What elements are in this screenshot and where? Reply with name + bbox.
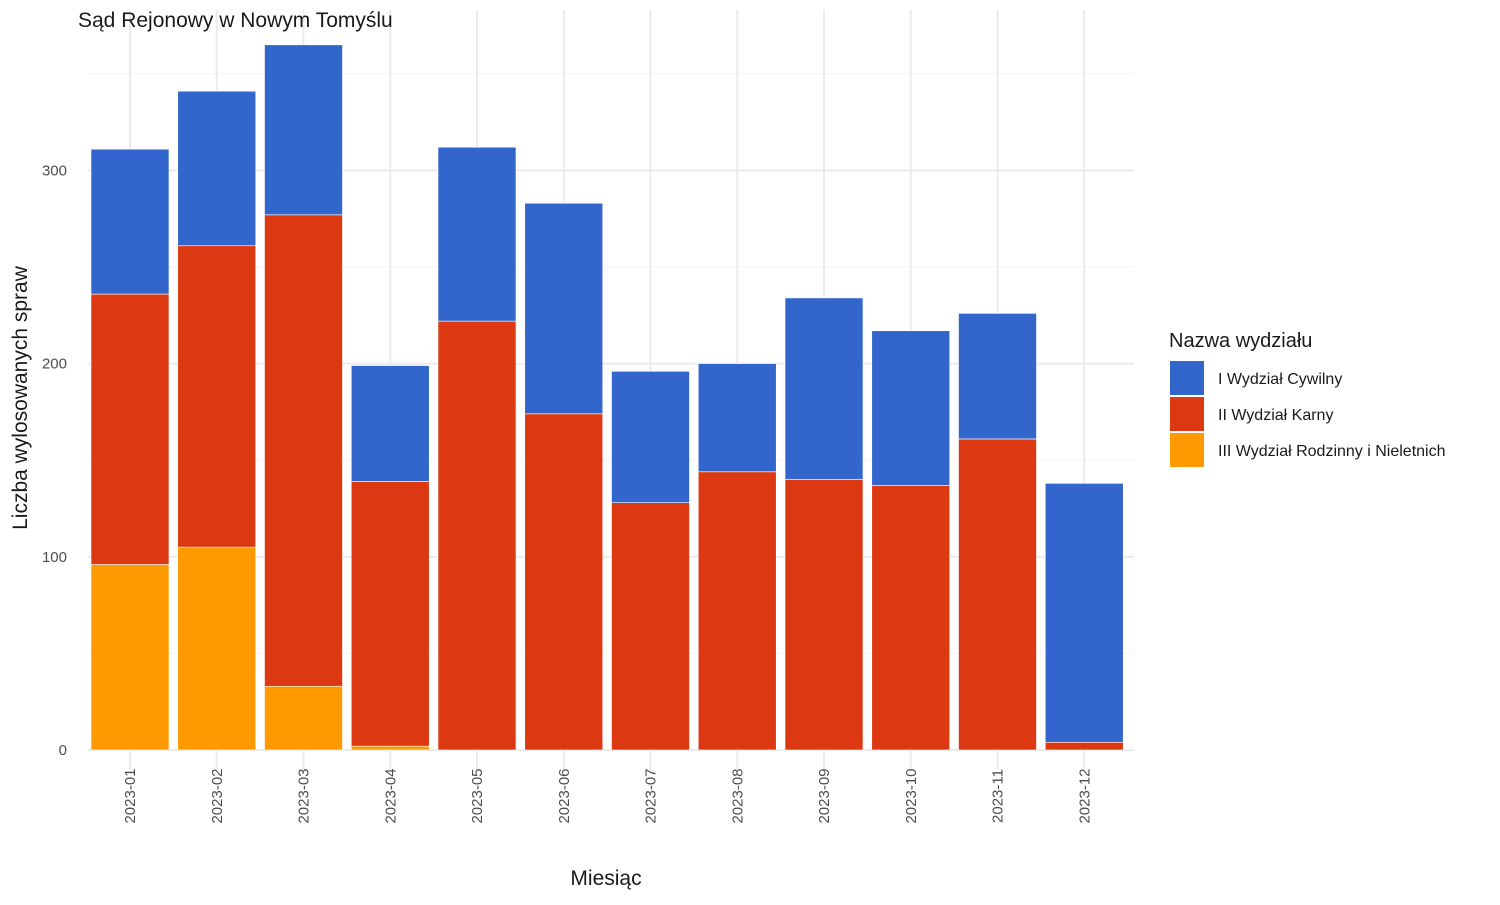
bar-segment bbox=[958, 313, 1037, 440]
bar-segment bbox=[524, 202, 604, 415]
bar-segment bbox=[90, 148, 170, 295]
bars-layer bbox=[90, 44, 1124, 751]
y-tick-label: 300 bbox=[42, 162, 67, 179]
bar-segment bbox=[784, 297, 864, 480]
legend: Nazwa wydziału I Wydział Cywilny II Wydzi… bbox=[1169, 330, 1446, 467]
bar-segment bbox=[264, 44, 343, 216]
axis-layer: 0 100 200 300 2023-01 2023-02 2023-03 2023-04 20… bbox=[42, 162, 1093, 823]
x-tick-label: 2023-06 bbox=[556, 768, 573, 823]
bar-segment bbox=[90, 564, 170, 751]
bar-segment bbox=[524, 413, 604, 751]
bar-segment bbox=[697, 471, 777, 751]
y-tick-label: 100 bbox=[42, 549, 67, 566]
bar-segment bbox=[437, 146, 517, 322]
bar-segment bbox=[177, 90, 257, 247]
y-tick-label: 200 bbox=[42, 356, 67, 373]
bar-segment bbox=[350, 365, 430, 482]
bar-segment bbox=[1044, 483, 1124, 743]
legend-label: I Wydział Cywilny bbox=[1218, 371, 1342, 388]
x-tick-label: 2023-08 bbox=[729, 768, 746, 823]
bar-segment bbox=[264, 685, 343, 751]
x-tick-label: 2023-04 bbox=[382, 768, 399, 823]
bar-segment bbox=[1044, 741, 1124, 751]
bar-segment bbox=[177, 245, 257, 548]
x-tick-label: 2023-12 bbox=[1076, 768, 1093, 823]
x-tick-label: 2023-02 bbox=[209, 768, 226, 823]
y-axis-title: Liczba wylosowanych spraw bbox=[9, 265, 32, 530]
legend-swatch bbox=[1170, 397, 1204, 431]
bar-segment bbox=[871, 330, 951, 486]
x-tick-label: 2023-03 bbox=[296, 768, 313, 823]
chart-title: Sąd Rejonowy w Nowym Tomyślu bbox=[78, 9, 393, 32]
x-tick-label: 2023-11 bbox=[990, 769, 1007, 823]
x-tick-label: 2023-01 bbox=[122, 768, 139, 823]
y-tick-label: 0 bbox=[59, 742, 67, 759]
x-tick-label: 2023-10 bbox=[903, 768, 920, 823]
x-tick-label: 2023-05 bbox=[469, 768, 486, 823]
bar-segment bbox=[177, 546, 257, 751]
bar-segment bbox=[611, 502, 690, 751]
x-tick-label: 2023-09 bbox=[816, 768, 833, 823]
legend-label: II Wydział Karny bbox=[1218, 407, 1333, 424]
bar-segment bbox=[871, 485, 951, 751]
bar-segment bbox=[437, 320, 517, 751]
legend-label: III Wydział Rodzinny i Nieletnich bbox=[1218, 443, 1446, 460]
bar-segment bbox=[350, 745, 430, 751]
bar-segment bbox=[784, 479, 864, 751]
bar-segment bbox=[350, 481, 430, 747]
bar-segment bbox=[697, 363, 777, 473]
bar-segment bbox=[611, 371, 690, 504]
legend-swatch bbox=[1170, 433, 1204, 467]
legend-title: Nazwa wydziału bbox=[1169, 330, 1312, 352]
bar-segment bbox=[264, 214, 343, 687]
bar-segment bbox=[90, 293, 170, 565]
x-tick-label: 2023-07 bbox=[643, 768, 660, 823]
x-axis-title: Miesiąc bbox=[570, 867, 641, 890]
legend-swatch bbox=[1170, 361, 1204, 395]
bar-segment bbox=[958, 438, 1037, 751]
